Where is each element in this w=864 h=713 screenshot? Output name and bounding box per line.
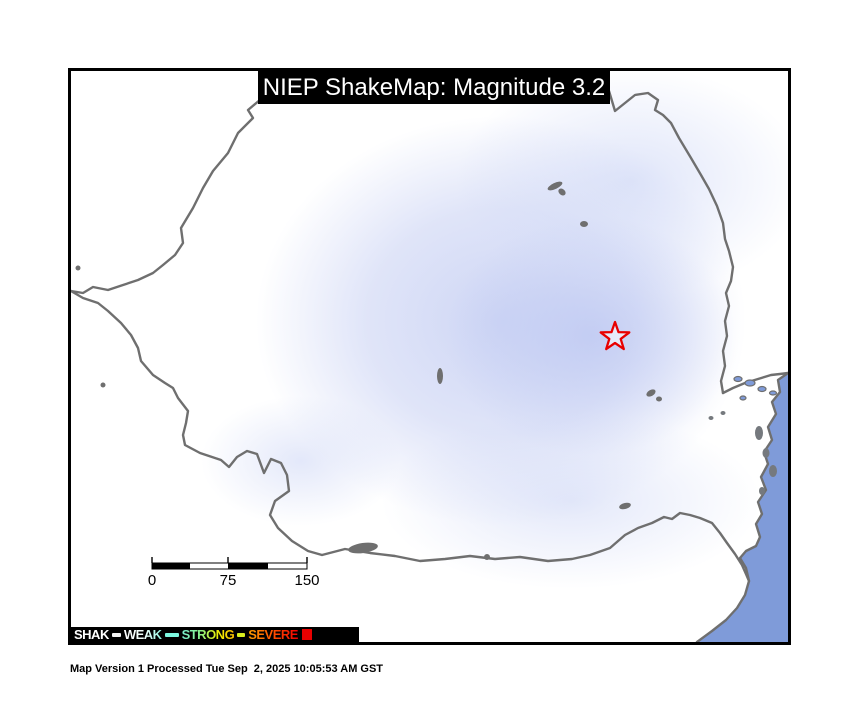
delta-lakes	[733, 375, 778, 401]
map-version-text: Map Version 1 Processed Tue Sep 2, 2025 …	[70, 663, 384, 675]
intensity-overlay	[201, 71, 788, 589]
scale-bar	[151, 557, 308, 570]
coastal-lagoons	[708, 411, 777, 495]
romania-map	[71, 71, 788, 642]
legend-end-block	[301, 629, 312, 640]
black-sea	[697, 373, 788, 642]
inland-lakes	[75, 181, 662, 560]
danube-delta-line	[721, 371, 788, 395]
legend-gradient-dash-1	[111, 632, 121, 637]
country-border-east	[607, 89, 735, 395]
legend-label-shaking: SHAK	[74, 627, 109, 642]
coastline	[695, 371, 788, 642]
intensity-legend: SHAK WEAK STRONG SEVERE	[71, 627, 359, 642]
legend-label-severe: SEVERE	[248, 627, 298, 642]
map-title-bar: NIEP ShakeMap: Magnitude 3.2	[258, 71, 610, 104]
legend-label-strong: STRONG	[181, 627, 235, 642]
scale-label-0: 0	[147, 572, 157, 589]
country-border-northwest	[71, 85, 269, 295]
legend-gradient-dash-2	[164, 632, 179, 637]
scale-label-75: 75	[219, 572, 237, 589]
legend-label-weak: WEAK	[123, 627, 162, 642]
map-title: NIEP ShakeMap: Magnitude 3.2	[262, 73, 606, 101]
map-frame: NIEP ShakeMap: Magnitude 3.2 0 75 150 SH…	[68, 68, 791, 645]
epicenter-star-icon	[599, 320, 631, 351]
country-border-south	[71, 289, 751, 583]
legend-gradient-dash-3	[237, 632, 246, 637]
scale-label-150: 150	[294, 572, 320, 589]
